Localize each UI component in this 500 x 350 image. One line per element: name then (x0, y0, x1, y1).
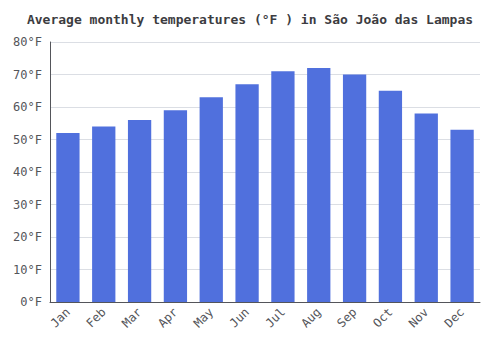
svg-text:Aug: Aug (298, 305, 323, 330)
svg-text:Sep: Sep (334, 305, 359, 330)
svg-text:Apr: Apr (155, 305, 180, 330)
svg-text:Jan: Jan (48, 305, 73, 330)
svg-text:70°F: 70°F (13, 68, 42, 82)
svg-text:30°F: 30°F (13, 198, 42, 212)
svg-text:20°F: 20°F (13, 230, 42, 244)
svg-text:Average monthly temperatures (: Average monthly temperatures (°F ) in Sã… (27, 12, 473, 27)
svg-text:0°F: 0°F (20, 295, 42, 309)
svg-text:40°F: 40°F (13, 165, 42, 179)
svg-text:Jun: Jun (227, 305, 252, 330)
svg-text:Dec: Dec (442, 305, 467, 330)
svg-text:10°F: 10°F (13, 263, 42, 277)
svg-text:Mar: Mar (119, 305, 144, 330)
svg-text:May: May (191, 305, 216, 330)
svg-text:Feb: Feb (83, 305, 108, 330)
svg-text:80°F: 80°F (13, 35, 42, 49)
svg-text:Nov: Nov (406, 305, 431, 330)
svg-text:Oct: Oct (370, 305, 395, 330)
svg-text:50°F: 50°F (13, 133, 42, 147)
svg-text:Jul: Jul (263, 305, 288, 330)
svg-text:60°F: 60°F (13, 100, 42, 114)
